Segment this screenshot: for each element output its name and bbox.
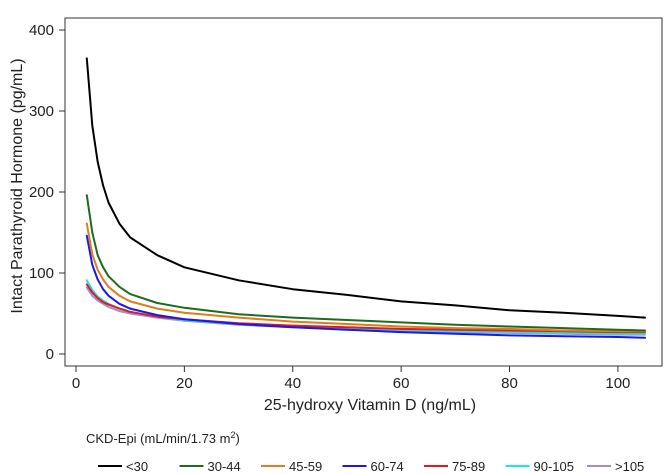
legend-label: 75-89 <box>452 459 485 474</box>
x-tick-label: 80 <box>501 375 518 392</box>
series-line <box>85 234 646 339</box>
y-axis-title: Intact Parathyroid Hormone (pg/mL) <box>9 58 26 313</box>
series-line <box>85 222 646 333</box>
legend-label: 60-74 <box>371 459 404 474</box>
legend-label: 30-44 <box>208 459 241 474</box>
plot-area <box>85 57 646 339</box>
legend-title: CKD-Epi (mL/min/1.73 m2) <box>86 430 240 446</box>
x-tick-label: 0 <box>72 375 80 392</box>
legend: CKD-Epi (mL/min/1.73 m2) <30 30-44 45-59 60… <box>86 430 644 474</box>
legend-items: <30 30-44 45-59 60-74 75-89 90-105 >105 <box>98 459 644 474</box>
legend-title-superscript: 2 <box>230 430 235 440</box>
legend-label: 45-59 <box>289 459 322 474</box>
x-tick-label: 40 <box>284 375 301 392</box>
x-axis-title: 25-hydroxy Vitamin D (ng/mL) <box>264 397 476 414</box>
y-tick-label: 100 <box>29 265 54 282</box>
legend-label: 90-105 <box>534 459 574 474</box>
legend-label: <30 <box>126 459 148 474</box>
y-tick-label: 0 <box>46 346 54 363</box>
legend-label: >105 <box>615 459 644 474</box>
y-tick-label: 400 <box>29 22 54 39</box>
y-tick-label: 200 <box>29 184 54 201</box>
x-tick-label: 60 <box>393 375 410 392</box>
y-tick-label: 300 <box>29 103 54 120</box>
axes: 0 20 40 60 80 100 0 100 200 300 400 <box>29 17 663 392</box>
x-tick-label: 20 <box>176 375 193 392</box>
x-tick-label: 100 <box>605 375 630 392</box>
series-line <box>85 57 646 319</box>
series-line <box>85 194 646 332</box>
